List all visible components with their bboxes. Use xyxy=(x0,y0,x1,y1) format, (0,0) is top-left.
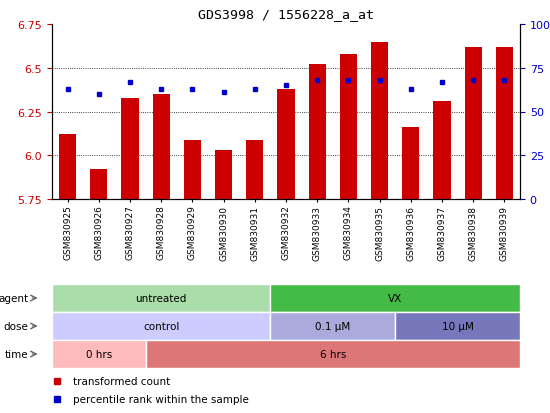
Bar xyxy=(271,312,395,340)
Bar xyxy=(465,47,482,199)
Bar xyxy=(496,47,513,199)
Text: VX: VX xyxy=(388,293,402,303)
Bar xyxy=(271,284,520,312)
Bar xyxy=(246,140,263,199)
Bar xyxy=(395,312,520,340)
Bar xyxy=(184,140,201,199)
Bar xyxy=(52,312,271,340)
Bar xyxy=(146,340,520,368)
Bar xyxy=(90,170,107,199)
Bar xyxy=(59,135,76,199)
Bar xyxy=(340,55,357,199)
Text: 10 μM: 10 μM xyxy=(442,321,474,331)
Text: dose: dose xyxy=(4,321,29,331)
Bar xyxy=(309,65,326,199)
Bar xyxy=(52,284,271,312)
Bar xyxy=(152,95,170,199)
Bar xyxy=(277,90,295,199)
Bar xyxy=(402,128,420,199)
Text: GDS3998 / 1556228_a_at: GDS3998 / 1556228_a_at xyxy=(198,8,374,21)
Bar xyxy=(122,98,139,199)
Bar xyxy=(371,43,388,199)
Text: time: time xyxy=(5,349,29,359)
Text: 0.1 μM: 0.1 μM xyxy=(315,321,350,331)
Text: control: control xyxy=(143,321,179,331)
Text: transformed count: transformed count xyxy=(73,376,170,386)
Bar xyxy=(433,102,450,199)
Bar xyxy=(215,151,232,199)
Text: agent: agent xyxy=(0,293,29,303)
Text: percentile rank within the sample: percentile rank within the sample xyxy=(73,394,249,404)
Text: 6 hrs: 6 hrs xyxy=(320,349,346,359)
Text: untreated: untreated xyxy=(135,293,187,303)
Text: 0 hrs: 0 hrs xyxy=(86,349,112,359)
Bar xyxy=(52,340,146,368)
